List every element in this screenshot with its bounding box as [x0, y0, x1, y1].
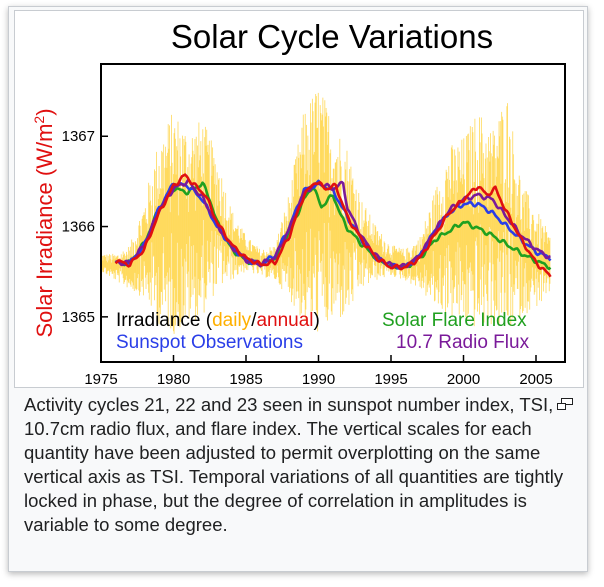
axes: 1975 1980 1985 1990 1995 2000 2005 1365 1366 1367	[62, 128, 553, 388]
legend-irradiance-prefix: Irradiance (	[116, 310, 213, 331]
magnify-clip-icon[interactable]	[556, 398, 574, 411]
chart-title: Solar Cycle Variations	[171, 18, 493, 55]
legend-irradiance-sep: /	[251, 310, 257, 331]
legend-irradiance-annual: annual	[256, 310, 313, 331]
legend-irradiance: Irradiance (daily/annual)	[116, 310, 320, 331]
series-irradiance-annual	[114, 173, 552, 278]
y-tick-label: 1366	[62, 219, 95, 236]
x-tick-label: 1980	[157, 371, 190, 388]
figure-caption: Activity cycles 21, 22 and 23 seen in su…	[24, 394, 564, 535]
x-tick-label: 1995	[374, 371, 407, 388]
x-tick-label: 1990	[302, 371, 335, 388]
y-tick-label: 1367	[62, 128, 95, 145]
legend: Irradiance (daily/annual) Sunspot Observ…	[116, 310, 530, 353]
y-axis-label-main: Solar Irradiance (W/m	[32, 124, 57, 338]
plot-area	[100, 92, 552, 334]
chart[interactable]: Solar Cycle Variations Solar Irradiance …	[14, 10, 584, 388]
x-tick-label: 2000	[447, 371, 480, 388]
legend-flare: Solar Flare Index	[382, 310, 527, 331]
legend-sunspot: Sunspot Observations	[116, 332, 303, 353]
x-tick-label: 1985	[229, 371, 262, 388]
legend-irradiance-suffix: )	[314, 310, 320, 331]
series-irradiance-daily	[100, 92, 551, 334]
plot-frame	[100, 63, 566, 363]
legend-irradiance-daily: daily	[212, 310, 252, 331]
legend-radio: 10.7 Radio Flux	[396, 332, 530, 353]
y-axis-label: Solar Irradiance (W/m2)	[31, 108, 57, 337]
y-axis-label-superscript: 2	[31, 116, 47, 124]
x-tick-label: 2005	[519, 371, 552, 388]
series-flare	[115, 181, 552, 271]
x-tick-label: 1975	[84, 371, 117, 388]
y-axis-label-end: )	[32, 108, 57, 115]
y-tick-label: 1365	[62, 309, 95, 326]
